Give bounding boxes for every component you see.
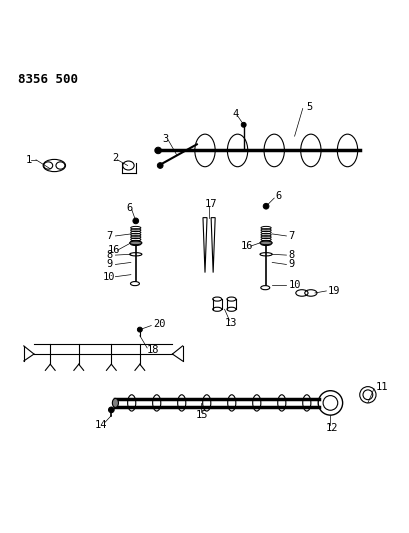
Text: 10: 10 — [288, 280, 300, 290]
Text: 8356 500: 8356 500 — [18, 73, 77, 86]
Circle shape — [157, 163, 163, 168]
Text: 2: 2 — [112, 153, 118, 163]
Text: 14: 14 — [95, 419, 107, 430]
Circle shape — [240, 123, 245, 127]
Text: 16: 16 — [240, 241, 253, 251]
Text: 1: 1 — [26, 155, 32, 165]
Circle shape — [108, 407, 114, 413]
Text: 12: 12 — [325, 423, 337, 433]
Circle shape — [263, 204, 268, 209]
Text: 8: 8 — [106, 250, 112, 260]
Text: 3: 3 — [162, 134, 169, 143]
Text: 15: 15 — [196, 410, 208, 419]
Text: 10: 10 — [102, 272, 115, 281]
Text: 13: 13 — [224, 318, 236, 328]
Text: 6: 6 — [126, 203, 133, 213]
Text: 8: 8 — [288, 250, 294, 260]
Text: 18: 18 — [146, 345, 158, 356]
Text: 6: 6 — [275, 191, 281, 201]
Text: 20: 20 — [153, 319, 165, 329]
Text: 9: 9 — [288, 260, 294, 270]
Text: 7: 7 — [288, 231, 294, 241]
Text: 17: 17 — [204, 199, 217, 209]
Text: 11: 11 — [374, 382, 387, 392]
Text: 4: 4 — [232, 109, 238, 119]
Text: 19: 19 — [327, 286, 339, 296]
Circle shape — [137, 327, 142, 332]
Ellipse shape — [259, 241, 272, 245]
Circle shape — [155, 147, 161, 154]
Text: 7: 7 — [106, 231, 112, 241]
Ellipse shape — [112, 399, 118, 407]
Text: 5: 5 — [305, 102, 312, 112]
Ellipse shape — [129, 241, 142, 245]
Circle shape — [133, 218, 138, 224]
Text: 9: 9 — [106, 260, 112, 270]
Text: 16: 16 — [108, 245, 120, 255]
